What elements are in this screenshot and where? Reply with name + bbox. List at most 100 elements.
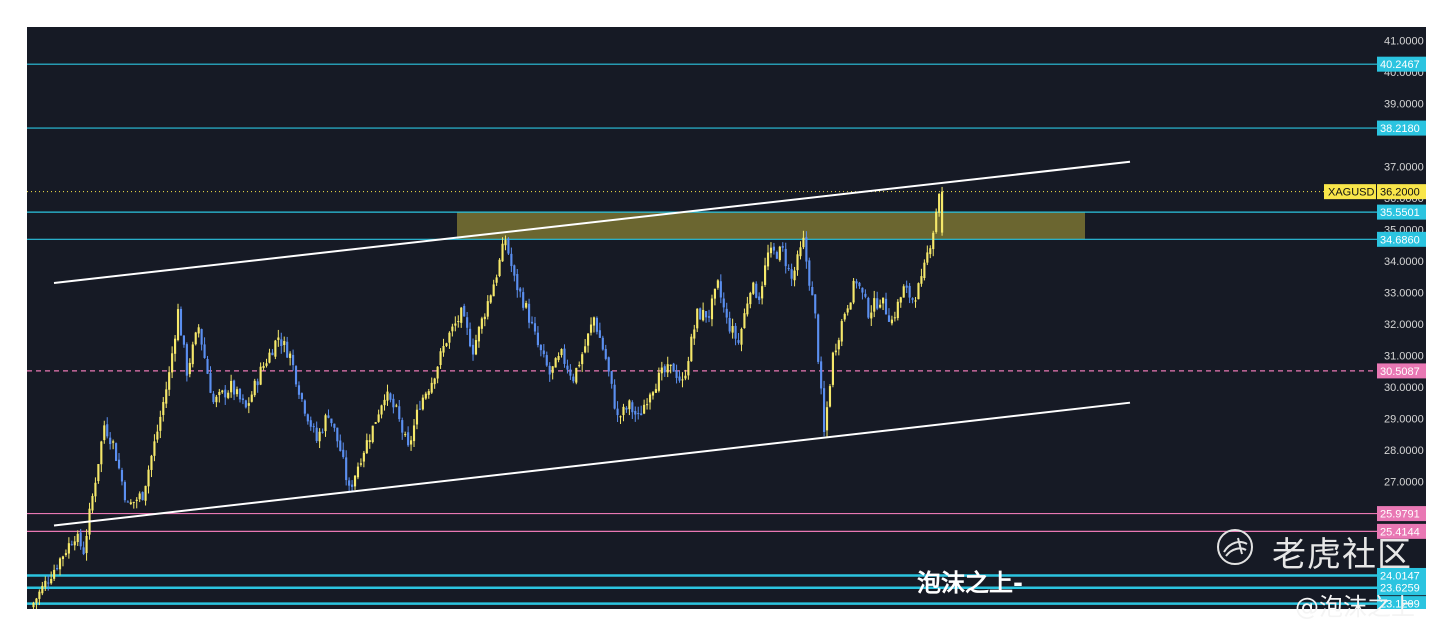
candle-up [882,297,885,304]
candle-up [153,441,156,456]
candle-up [890,319,893,324]
candle-up [61,556,65,560]
candle-down [280,339,283,346]
candle-up [159,416,162,431]
candle-down [663,366,666,373]
candle-up [427,391,430,395]
candle-up [825,407,829,431]
candle-up [486,301,489,317]
candle-up [893,317,896,319]
candle-up [764,265,767,285]
candle-up [415,409,419,425]
candle-down [905,285,908,288]
candle-up [277,337,280,340]
candle-down [737,340,740,343]
y-tick-label: 37.0000 [1384,161,1424,173]
candle-up [221,390,224,393]
candle-up [362,452,365,462]
candle-down [56,568,59,570]
price-level-tag [1377,580,1426,596]
price-level-tag-label: 35.5501 [1380,207,1420,219]
candle-down [522,292,525,308]
candle-up [628,400,631,410]
candle-down [179,308,183,336]
price-axis[interactable]: 41.000040.000039.000037.000036.000035.00… [1384,35,1424,582]
candle-up [778,246,781,261]
candle-up [802,237,805,248]
candle-down [625,407,628,410]
price-levels-layer [27,63,1377,605]
candle-up [215,396,218,403]
candle-up [44,580,47,588]
candle-down [333,423,336,428]
candle-up [147,469,150,487]
candle-up [914,300,917,302]
candle-up [920,276,923,284]
candle-down [861,287,864,293]
candle-down [286,341,289,358]
candle-down [306,414,309,422]
last-price-tag [1377,184,1426,200]
candle-up [592,317,596,326]
candle-up [274,340,277,357]
candle-down [212,393,215,403]
candle-down [330,418,333,424]
candle-down [530,321,534,324]
candle-down [82,547,85,555]
candle-down [141,492,144,501]
candle-down [466,317,469,328]
price-level-tag-label: 30.5087 [1380,366,1420,378]
candle-down [398,406,401,420]
candle-up [917,283,920,300]
candle-up [716,280,719,288]
candle-down [185,344,188,376]
resistance-zone[interactable] [457,212,1085,240]
candle-up [793,270,796,281]
price-level-tag [1377,363,1426,379]
candle-up [176,309,180,340]
candle-up [654,389,657,393]
candlestick-chart[interactable]: 41.000040.000039.000037.000036.000035.00… [27,27,1426,609]
candle-down [675,370,678,378]
candle-down [469,328,472,347]
chart-panel[interactable]: 41.000040.000039.000037.000036.000035.00… [27,27,1426,609]
candle-up [374,422,377,424]
candle-up [575,367,578,383]
candle-up [235,389,239,395]
candle-down [610,371,613,384]
candle-up [430,382,433,393]
candle-up [926,252,929,263]
candle-up [740,328,743,345]
candle-down [808,260,811,286]
candle-down [755,283,758,298]
candle-up [356,466,360,478]
candle-up [834,350,837,353]
channel-lower-line[interactable] [53,401,1131,527]
candle-up [643,404,646,414]
candle-up [35,598,38,603]
candle-up [837,340,840,350]
channel-lines-layer[interactable] [53,160,1131,527]
candle-up [58,558,62,570]
candle-up [404,434,407,436]
candle-up [843,313,846,320]
candle-down [725,308,728,318]
channel-upper-line[interactable] [53,160,1131,284]
candle-up [589,324,593,333]
candle-up [91,495,94,511]
candle-down [206,358,209,374]
candle-up [253,380,256,396]
signature-watermark: 泡沫之上- [917,569,1023,597]
price-level-tag-label: 23.6259 [1380,583,1420,595]
candle-down [339,440,342,451]
candle-down [569,369,572,376]
candle-down [79,532,82,547]
candle-up [218,391,221,396]
candle-down [70,544,73,546]
candle-down [542,350,545,355]
candle-down [200,329,203,345]
candle-down [271,352,274,356]
candle-up [766,252,770,267]
candle-up [840,321,843,342]
y-tick-label: 39.0000 [1384,98,1424,110]
